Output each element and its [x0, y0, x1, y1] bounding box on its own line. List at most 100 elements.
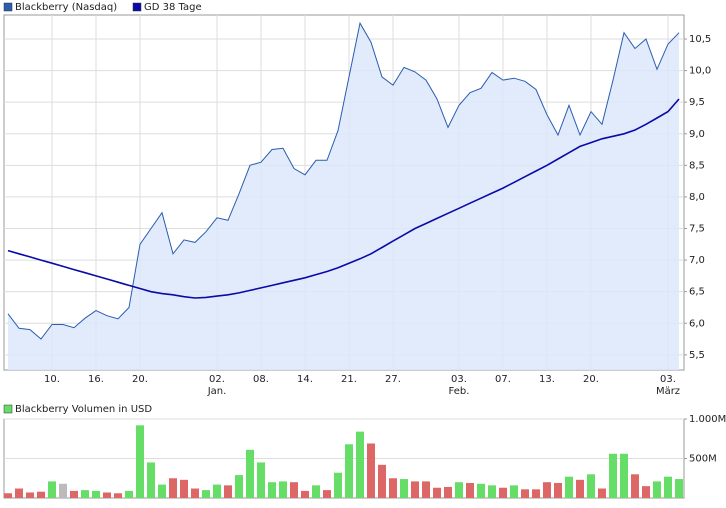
bar — [15, 488, 23, 498]
x-tick-label: 16. — [88, 374, 104, 385]
bar — [59, 483, 67, 498]
bar — [257, 462, 265, 498]
line — [7, 98, 680, 299]
bar — [114, 493, 122, 498]
y-tick-label: 6,0 — [689, 318, 705, 329]
month-label: Jan. — [207, 386, 227, 397]
bar — [235, 475, 243, 498]
bar — [345, 444, 353, 498]
bar — [323, 490, 331, 498]
bar — [499, 487, 507, 498]
x-tick-label: 07. — [495, 374, 511, 385]
bar — [422, 481, 430, 498]
bar — [455, 482, 463, 498]
y-tick-label: 9,5 — [689, 97, 705, 108]
x-tick-label: 14. — [297, 374, 313, 385]
bar — [587, 474, 595, 498]
bar — [631, 474, 639, 498]
bar — [356, 431, 364, 498]
area — [8, 23, 679, 370]
bar — [675, 479, 683, 498]
month-label: Feb. — [449, 386, 470, 397]
bar — [37, 491, 45, 498]
bar — [125, 490, 133, 498]
bar — [158, 484, 166, 498]
bar — [400, 479, 408, 498]
y-tick-label: 6,5 — [689, 287, 705, 298]
bar — [180, 479, 188, 498]
bar — [224, 485, 232, 498]
line — [7, 21, 680, 340]
bar — [103, 492, 111, 498]
legend-swatch — [3, 404, 13, 414]
x-tick-label: 03. — [451, 374, 467, 385]
bar — [334, 472, 342, 498]
bar — [202, 490, 210, 498]
bar — [576, 479, 584, 498]
y-tick-label: 10,5 — [689, 34, 711, 45]
x-tick-label: 27. — [385, 374, 401, 385]
bar — [543, 482, 551, 498]
bar — [136, 425, 144, 498]
x-tick-label: 21. — [341, 374, 357, 385]
month-label: März — [656, 386, 680, 397]
bar — [554, 482, 562, 498]
legend-label: GD 38 Tage — [144, 2, 202, 13]
bar — [70, 490, 78, 498]
bar — [268, 482, 276, 498]
bar — [312, 485, 320, 498]
bar — [466, 482, 474, 498]
y-tick-label: 5,5 — [689, 350, 705, 361]
bar — [510, 485, 518, 498]
legend-swatch — [132, 2, 142, 12]
x-tick-label: 20. — [132, 374, 148, 385]
bar — [213, 484, 221, 498]
x-tick-label: 02. — [209, 374, 225, 385]
bar — [642, 486, 650, 498]
bar — [433, 487, 441, 498]
y-tick-label: 10,0 — [689, 66, 711, 77]
x-tick-label: 03. — [660, 374, 676, 385]
bar — [169, 478, 177, 498]
y-tick-label: 9,0 — [689, 129, 705, 140]
bar — [147, 462, 155, 498]
y-tick-label: 8,5 — [689, 160, 705, 171]
bar — [620, 453, 628, 498]
bar — [411, 481, 419, 498]
x-tick-label: 13. — [539, 374, 555, 385]
legend-swatch — [3, 2, 13, 12]
bar — [246, 449, 254, 498]
bar — [290, 482, 298, 498]
bar — [92, 490, 100, 498]
bar — [389, 478, 397, 498]
bar — [532, 489, 540, 498]
x-tick-label: 20. — [583, 374, 599, 385]
legend-label: Blackberry Volumen in USD — [15, 404, 152, 415]
bar — [444, 486, 452, 498]
y-tick-label: 7,0 — [689, 255, 705, 266]
y-tick-label: 500M — [689, 454, 717, 465]
y-tick-label: 8,0 — [689, 192, 705, 203]
bar — [191, 488, 199, 498]
bar — [301, 490, 309, 498]
x-tick-label: 10. — [44, 374, 60, 385]
bar — [48, 481, 56, 498]
legend-label: Blackberry (Nasdaq) — [15, 2, 117, 13]
y-tick-label: 7,5 — [689, 224, 705, 235]
x-tick-label: 08. — [253, 374, 269, 385]
bar — [4, 493, 12, 498]
bar — [477, 483, 485, 498]
y-tick-label: 1.000M — [689, 414, 726, 425]
bar — [26, 492, 34, 498]
bar — [664, 476, 672, 498]
bar — [81, 490, 89, 498]
bar — [653, 481, 661, 498]
bar — [378, 464, 386, 498]
bar — [521, 489, 529, 498]
bar — [488, 485, 496, 498]
bar — [609, 453, 617, 498]
bar — [565, 476, 573, 498]
bar — [279, 481, 287, 498]
bar — [367, 443, 375, 498]
